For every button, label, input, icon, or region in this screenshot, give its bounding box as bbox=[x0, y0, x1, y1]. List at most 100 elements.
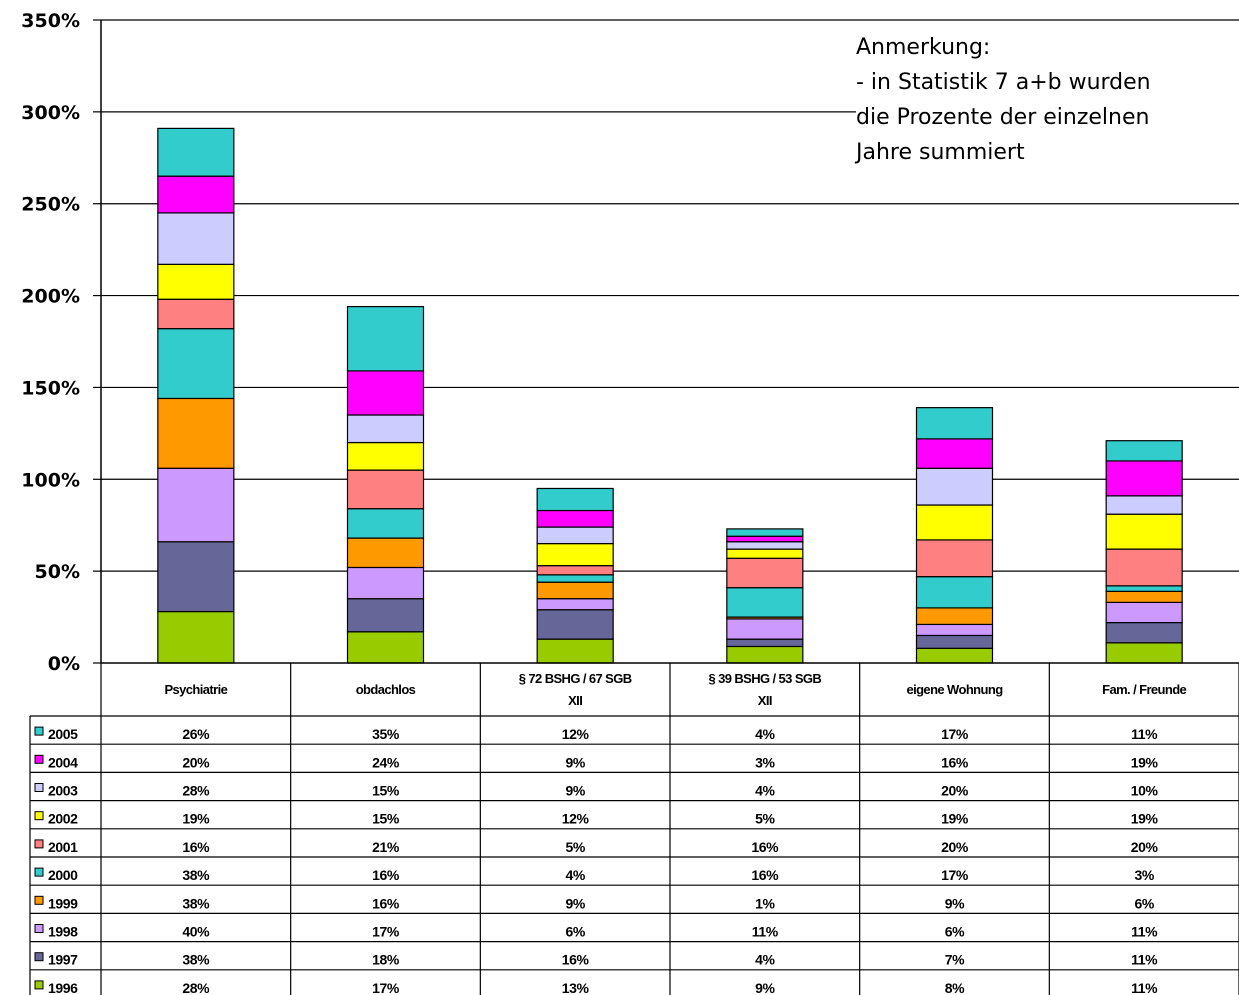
bar-segment bbox=[915, 438, 994, 469]
bar-segment bbox=[157, 467, 235, 543]
annotation-line: Jahre summiert bbox=[856, 140, 1025, 165]
data-label: 4% bbox=[755, 952, 775, 968]
bar-segment bbox=[915, 539, 994, 578]
bar-segment bbox=[1105, 601, 1183, 624]
data-label: 16% bbox=[182, 839, 210, 855]
bar-segment bbox=[346, 598, 425, 633]
data-label: 20% bbox=[1131, 839, 1159, 855]
legend-label: 1997 bbox=[48, 952, 78, 968]
category-label: Fam. / Freunde bbox=[1102, 682, 1186, 697]
data-label: 16% bbox=[372, 867, 400, 883]
bar-segment bbox=[915, 576, 994, 609]
bar-segment bbox=[726, 548, 804, 559]
category-label: § 72 BSHG / 67 SGB bbox=[519, 671, 632, 686]
y-tick-label: 250% bbox=[21, 194, 80, 216]
bar-segment bbox=[346, 469, 425, 510]
data-label: 16% bbox=[372, 895, 400, 911]
data-label: 6% bbox=[1134, 895, 1154, 911]
bar-segment bbox=[915, 407, 994, 440]
bar-segment bbox=[157, 212, 235, 265]
bar-segment bbox=[157, 397, 235, 469]
annotation-line: Anmerkung: bbox=[856, 35, 991, 60]
data-label: 6% bbox=[565, 924, 585, 940]
bar-segment bbox=[536, 638, 614, 664]
data-label: 11% bbox=[1131, 980, 1158, 995]
data-label: 1% bbox=[755, 895, 775, 911]
legend-label: 2001 bbox=[48, 839, 78, 855]
data-label: 12% bbox=[562, 811, 590, 827]
bar-segment bbox=[726, 557, 804, 589]
bar-segment bbox=[1105, 440, 1183, 462]
bar-segment bbox=[346, 631, 425, 664]
data-label: 5% bbox=[755, 811, 775, 827]
bar-segment bbox=[536, 598, 614, 611]
data-label: 24% bbox=[372, 754, 400, 770]
bar-segment bbox=[346, 508, 425, 539]
bar-segment bbox=[346, 370, 425, 416]
legend-label: 1996 bbox=[48, 980, 78, 995]
y-tick-label: 0% bbox=[48, 653, 80, 675]
annotation-line: - in Statistik 7 a+b wurden bbox=[856, 70, 1151, 95]
legend-label: 2000 bbox=[48, 867, 78, 883]
legend-swatch bbox=[34, 726, 44, 736]
data-label: 11% bbox=[752, 924, 779, 940]
bar-segment bbox=[915, 623, 994, 637]
bar-segment bbox=[726, 638, 804, 648]
data-label: 19% bbox=[1131, 811, 1159, 827]
annotation-box: Anmerkung: - in Statistik 7 a+b wurden d… bbox=[856, 30, 1239, 170]
data-label: 26% bbox=[182, 726, 210, 742]
data-label: 15% bbox=[372, 783, 400, 799]
data-label: 9% bbox=[565, 895, 585, 911]
bar-segment bbox=[915, 504, 994, 541]
y-tick-label: 150% bbox=[21, 377, 80, 399]
data-label: 17% bbox=[372, 980, 400, 995]
category-label: § 39 BSHG / 53 SGB bbox=[708, 671, 821, 686]
bar-segment bbox=[1105, 642, 1183, 664]
legend-label: 1998 bbox=[48, 924, 78, 940]
data-label: 21% bbox=[372, 839, 400, 855]
legend-label: 2002 bbox=[48, 811, 78, 827]
bar-segment bbox=[346, 441, 425, 471]
data-label: 35% bbox=[372, 726, 400, 742]
legend-swatch bbox=[34, 924, 44, 933]
data-label: 19% bbox=[182, 811, 210, 827]
data-label: 18% bbox=[372, 952, 400, 968]
bar-segment bbox=[157, 328, 235, 400]
category-label: eigene Wohnung bbox=[906, 682, 1003, 697]
bar-segment bbox=[157, 298, 235, 330]
data-label: 38% bbox=[182, 895, 210, 911]
category-label: Psychiatrie bbox=[164, 682, 227, 697]
bar-segment bbox=[1105, 590, 1183, 603]
bar-segment bbox=[536, 526, 614, 545]
bar-segment bbox=[726, 528, 804, 537]
bar-segment bbox=[1105, 621, 1183, 644]
data-label: 20% bbox=[941, 839, 969, 855]
legend-swatch bbox=[34, 867, 44, 877]
bar-segment bbox=[1105, 513, 1183, 550]
bar-segment bbox=[726, 541, 804, 550]
data-label: 5% bbox=[565, 839, 585, 855]
bar-segment bbox=[346, 537, 425, 569]
data-label: 10% bbox=[1131, 783, 1159, 799]
bar-segment bbox=[346, 414, 425, 444]
bar-segment bbox=[536, 581, 614, 600]
bar-segment bbox=[536, 574, 614, 583]
legend-label: 1999 bbox=[48, 895, 78, 911]
data-label: 9% bbox=[565, 754, 585, 770]
bar-segment bbox=[536, 509, 614, 528]
data-label: 8% bbox=[945, 980, 965, 995]
data-label: 4% bbox=[565, 867, 585, 883]
data-label: 12% bbox=[562, 726, 590, 742]
category-label: obdachlos bbox=[356, 682, 416, 697]
data-label: 11% bbox=[1131, 726, 1158, 742]
bar-segment bbox=[726, 535, 804, 543]
legend-swatch bbox=[34, 839, 44, 849]
bar-segment bbox=[346, 566, 425, 600]
bar-segment bbox=[726, 645, 804, 664]
data-label: 4% bbox=[755, 783, 775, 799]
data-label: 19% bbox=[1131, 754, 1159, 770]
data-label: 7% bbox=[945, 952, 965, 968]
legend-label: 2004 bbox=[48, 754, 78, 770]
data-label: 40% bbox=[182, 924, 210, 940]
